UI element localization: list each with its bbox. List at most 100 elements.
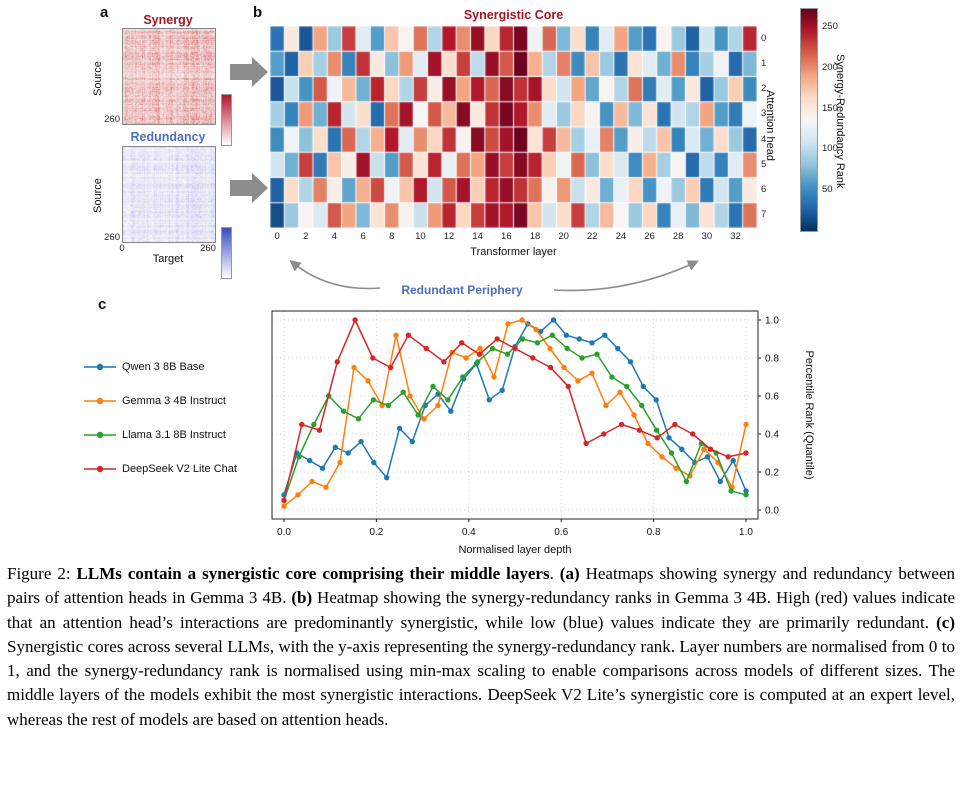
c-series-marker [615,345,621,352]
c-series-marker [618,421,625,428]
b-xticks: 0 2 4 6 8 10 12 14 16 18 20 22 24 26 28 30 32 [270,231,757,243]
caption-text: Heatmap showing the synergy-redundancy r… [7,588,955,632]
caption-text: Synergistic cores across several LLMs, w… [7,636,955,729]
c-series-marker [519,336,526,342]
b-yaxis-label: Attention head [764,90,776,161]
c-series-marker [743,421,749,428]
c-series-marker [659,454,665,460]
c-series-marker [666,435,672,441]
c-series-marker [477,345,483,352]
legend-marker-icon [84,465,116,472]
periphery-arrows-icon [289,259,699,292]
legend-label: Qwen 3 8B Base [122,360,205,373]
c-series-marker [624,383,630,390]
c-series-marker [299,421,305,428]
c-series-marker [316,427,323,433]
c-series-marker [448,408,454,414]
c-series-marker [550,317,557,323]
c-series-marker [421,416,427,422]
legend-item: DeepSeek V2 Lite Chat [84,462,237,475]
b-xtick-label: 24 [615,231,627,242]
c-series-marker [601,431,607,437]
c-xtick-label: 0.8 [647,527,661,538]
c-series-marker [639,402,645,409]
c-ytick-label: 0.8 [765,354,779,365]
c-series-marker [717,478,723,485]
b-xtick-label: 0 [274,231,280,242]
c-series-marker [407,393,413,399]
b-ytick-label: 3 [761,108,767,120]
b-xtick-label: 4 [331,231,338,242]
c-series-marker [530,355,536,361]
c-series-marker [423,345,429,352]
synergy-ytick-label: 260 [104,114,120,125]
synergy-heatmap [122,28,216,125]
b-yticks: 0 1 2 3 4 5 6 7 [761,26,771,228]
c-series-marker [430,383,436,390]
legend-item: Llama 3.1 8B Instruct [84,428,237,441]
b-ytick-label: 6 [761,184,767,196]
c-series-marker [352,317,358,323]
c-series-marker [494,336,500,342]
b-xaxis-label: Transformer layer [470,246,557,258]
b-colorbar-label: Synergy-Redundancy Rank [834,54,846,189]
c-series-marker [673,465,679,471]
c-series-marker [583,440,589,447]
c-series-marker [400,389,406,395]
c-series-marker [441,359,447,365]
legend-item: Gemma 3 4B Instruct [84,394,237,407]
c-series-marker [589,370,595,376]
c-series-marker [645,440,651,447]
caption-bold-text: LLMs contain a synergistic core comprisi… [76,564,550,583]
c-series-marker [589,340,595,346]
c-series-marker [594,351,600,357]
c-series-marker [617,389,623,395]
legend-label: DeepSeek V2 Lite Chat [122,462,237,475]
c-series-marker [415,412,421,418]
legend-marker-icon [84,431,116,438]
c-series-marker [533,326,539,333]
legend-item: Qwen 3 8B Base [84,360,237,373]
c-series-marker [486,397,492,403]
c-plot-border [271,310,759,520]
c-series-marker [683,478,690,485]
c-series-marker [489,345,496,352]
redundancy-xaxis-label: Target [152,253,184,265]
c-series-marker [499,387,505,393]
c-xtick-label: 0.4 [462,527,476,538]
panel-c-label: c [98,296,107,313]
c-series-marker [405,332,412,338]
b-xtick-label: 8 [389,231,395,242]
redundancy-xtick-zero: 0 [119,243,125,254]
c-series-marker [579,355,585,361]
caption-text: . [549,564,560,583]
b-colorbar-tick-label: 100 [822,143,838,155]
b-colorbar-ticks: 50 100 150 200 250 [819,8,845,230]
c-xtick-label: 0.0 [277,527,291,538]
c-series-marker [690,431,696,437]
c-series-marker [345,450,351,456]
c-series-marker [332,444,338,450]
c-series-marker [672,421,678,428]
synergy-title: Synergy [143,13,193,27]
c-series-marker [668,450,675,456]
b-xtick-label: 28 [672,231,684,242]
c-series-marker [575,378,581,384]
c-series-marker [730,457,736,464]
c-series-marker [564,345,570,352]
c-series-marker [463,355,469,361]
caption-bold-text: (c) [936,612,955,632]
c-series-marker [355,416,362,422]
c-yaxis-label: Percentile Rank (Quantile) [803,350,815,479]
c-series-marker [445,397,451,403]
c-series-marker [538,328,544,335]
c-series-marker [370,397,377,403]
flow-arrow-synergy-icon [230,57,268,87]
c-series-marker [653,397,659,403]
c-xtick-label: 0.6 [554,527,568,538]
c-series-marker [602,332,608,338]
b-ytick-label: 2 [761,83,767,95]
b-colorbar-tick-label: 250 [822,20,838,32]
c-series-marker [358,438,364,445]
c-series-marker [563,332,569,338]
